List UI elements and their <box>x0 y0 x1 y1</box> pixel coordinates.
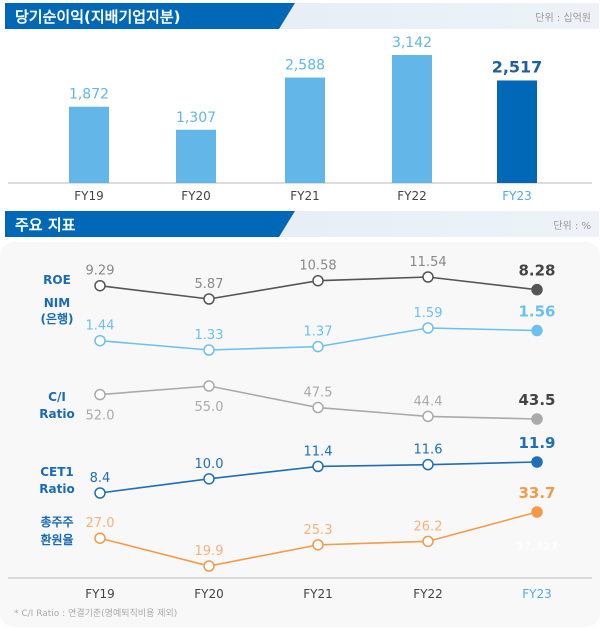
series-line-4 <box>99 511 538 567</box>
data-label: 10.0 <box>195 457 224 472</box>
data-label: 52.0 <box>86 409 115 424</box>
data-point <box>422 322 434 334</box>
bar-value-label: 3,142 <box>392 35 432 51</box>
data-point <box>531 324 543 337</box>
data-label: 1.33 <box>195 328 224 343</box>
data-label: 8.4 <box>90 471 111 486</box>
x-tick-label: FY20 <box>194 587 224 601</box>
bar-FY21 <box>285 77 325 183</box>
series-name-label: Ratio <box>39 407 74 421</box>
data-point <box>94 487 106 499</box>
hidden-text: 37,327 <box>516 540 558 553</box>
data-label: 5.87 <box>195 277 224 292</box>
unit-label: 단위 : 십억원 <box>535 13 591 24</box>
data-label: 44.4 <box>414 394 443 409</box>
series-name-label: Ratio <box>39 482 74 496</box>
bar-FY23 <box>497 80 537 183</box>
data-label: 1.44 <box>86 319 115 334</box>
bar-value-label: 1,307 <box>176 110 216 126</box>
data-point <box>531 456 543 468</box>
data-point <box>422 271 434 283</box>
data-label: 43.5 <box>518 391 555 409</box>
series-name-label: ROE <box>43 273 71 287</box>
series-name-label: (은행) <box>40 311 73 326</box>
series-name-label: 환원율 <box>40 532 73 547</box>
section-title: 당기순이익(지배기업지분) <box>15 8 181 26</box>
data-label: 8.28 <box>518 262 555 280</box>
bar-value-label: 2,517 <box>492 57 543 76</box>
section-header-net-income: 당기순이익(지배기업지분) 단위 : 십억원 <box>5 3 599 29</box>
data-point <box>531 283 543 296</box>
data-point <box>531 413 543 425</box>
header-banner <box>5 211 295 237</box>
x-tick-label: FY22 <box>397 189 427 203</box>
series-name-label: NIM <box>44 296 70 310</box>
bar-FY20 <box>176 129 216 183</box>
x-tick-label: FY22 <box>413 587 443 601</box>
section-title: 주요 지표 <box>15 216 76 234</box>
unit-label: 단위 : % <box>553 221 591 232</box>
data-point <box>422 535 434 548</box>
data-label: 19.9 <box>195 544 224 559</box>
data-point <box>312 274 324 287</box>
data-point <box>94 334 106 347</box>
data-label: 47.5 <box>304 386 333 401</box>
data-point <box>94 279 106 292</box>
data-label: 1.59 <box>414 306 443 321</box>
data-label: 11.6 <box>414 443 443 458</box>
data-point <box>531 506 543 518</box>
x-tick-label: FY20 <box>181 189 211 203</box>
data-point <box>94 388 106 401</box>
x-tick-label: FY21 <box>303 587 333 601</box>
x-tick-label: FY19 <box>85 587 115 601</box>
x-tick-label: FY23 <box>522 587 552 601</box>
data-point <box>203 380 215 392</box>
data-label: 27.0 <box>86 516 115 531</box>
header-banner <box>5 3 295 29</box>
section-header-key-indicators: 주요 지표 단위 : % <box>5 211 599 237</box>
data-point <box>203 293 215 305</box>
series-name-label: C/I <box>48 390 66 404</box>
data-label: 11.9 <box>518 434 555 452</box>
data-label: 1.56 <box>518 303 555 321</box>
bar-FY22 <box>392 55 432 183</box>
data-point <box>312 401 324 414</box>
data-label: 11.4 <box>304 444 333 459</box>
data-point <box>422 458 434 471</box>
data-label: 25.3 <box>304 523 333 538</box>
bar-FY19 <box>69 106 109 183</box>
data-label: 26.2 <box>414 519 443 534</box>
x-tick-label: FY21 <box>290 189 320 203</box>
data-point <box>94 532 106 544</box>
data-point <box>422 410 434 423</box>
x-tick-label: FY23 <box>502 189 532 203</box>
data-label: 9.29 <box>86 264 115 279</box>
indicators-panel <box>0 242 600 627</box>
data-point <box>203 473 215 485</box>
data-point <box>312 340 324 353</box>
data-point <box>203 344 215 356</box>
bar-value-label: 2,588 <box>285 58 325 74</box>
data-point <box>312 539 324 551</box>
bar-value-label: 1,872 <box>69 87 109 103</box>
series-name-label: CET1 <box>40 465 74 479</box>
footnote: * C/I Ratio : 연결기준(명예퇴직비용 제외) <box>14 609 178 619</box>
series-name-label: 총주주 <box>40 514 73 529</box>
data-label: 55.0 <box>195 400 224 415</box>
data-label: 33.7 <box>518 484 555 502</box>
data-label: 11.54 <box>409 255 446 270</box>
data-point <box>203 560 215 572</box>
data-label: 1.37 <box>304 325 333 340</box>
x-tick-label: FY19 <box>74 189 104 203</box>
data-point <box>312 460 324 473</box>
data-label: 10.58 <box>299 259 336 274</box>
